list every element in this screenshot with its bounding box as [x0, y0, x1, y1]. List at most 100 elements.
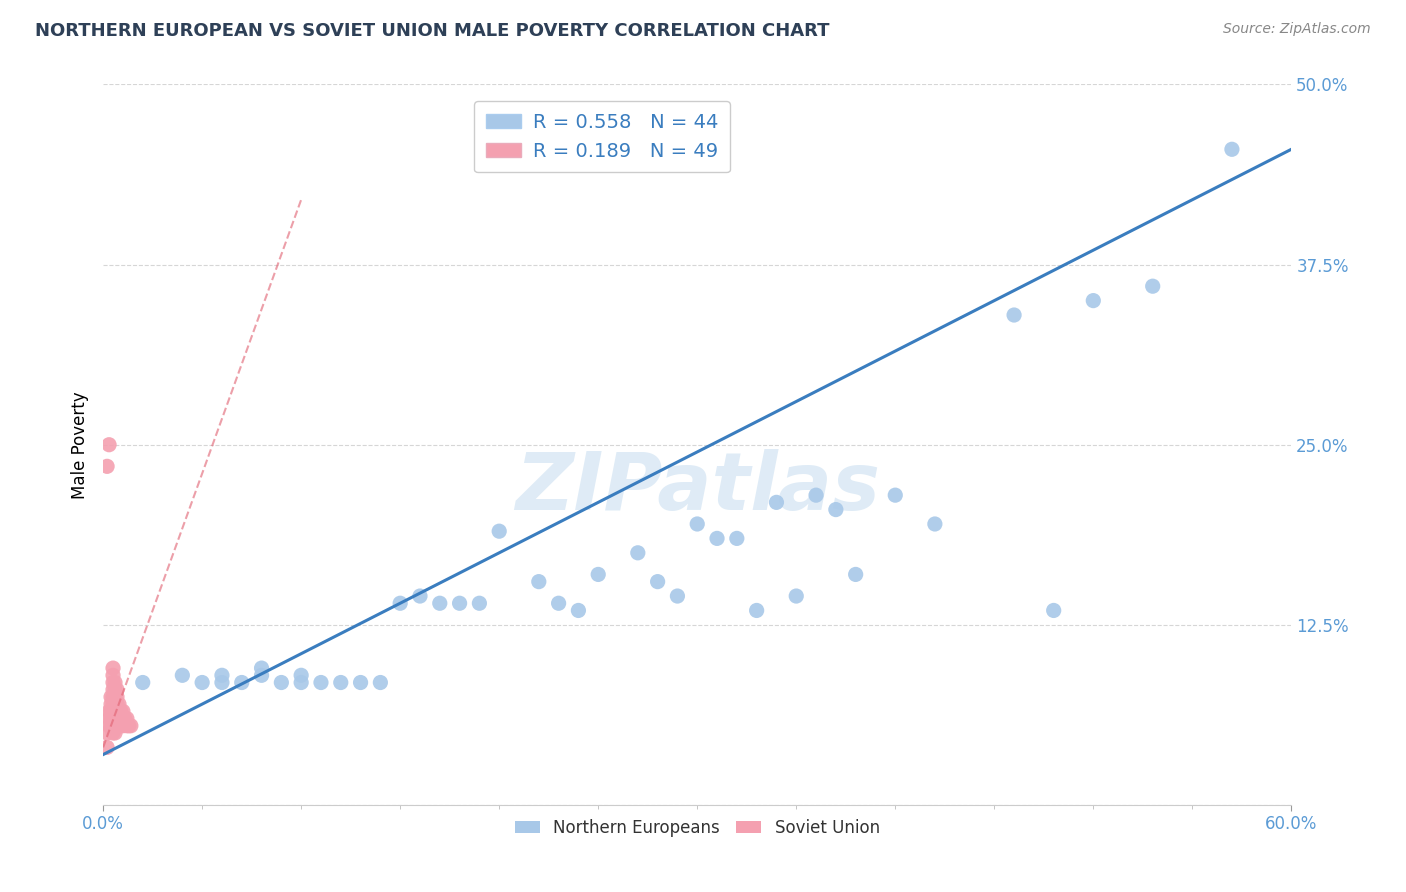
Point — [104, 726, 127, 740]
Point — [100, 712, 122, 726]
Point — [105, 712, 128, 726]
Point — [101, 690, 124, 704]
Point — [211, 675, 233, 690]
Point — [824, 502, 846, 516]
Point — [1142, 279, 1164, 293]
Legend: Northern Europeans, Soviet Union: Northern Europeans, Soviet Union — [508, 813, 887, 844]
Point — [110, 719, 132, 733]
Point — [1042, 603, 1064, 617]
Point — [120, 719, 142, 733]
Point — [104, 675, 127, 690]
Point — [804, 488, 827, 502]
Point — [108, 712, 131, 726]
Point — [349, 675, 371, 690]
Text: NORTHERN EUROPEAN VS SOVIET UNION MALE POVERTY CORRELATION CHART: NORTHERN EUROPEAN VS SOVIET UNION MALE P… — [35, 22, 830, 40]
Point — [104, 697, 127, 711]
Point — [389, 596, 412, 610]
Point — [104, 704, 127, 718]
Point — [105, 682, 128, 697]
Point — [101, 697, 124, 711]
Point — [108, 697, 131, 711]
Point — [527, 574, 550, 589]
Point — [191, 675, 214, 690]
Point — [745, 603, 768, 617]
Point — [627, 546, 650, 560]
Point — [105, 697, 128, 711]
Point — [104, 682, 127, 697]
Point — [110, 712, 132, 726]
Point — [785, 589, 807, 603]
Point — [111, 704, 134, 718]
Y-axis label: Male Poverty: Male Poverty — [72, 391, 89, 499]
Point — [725, 532, 748, 546]
Point — [104, 712, 127, 726]
Text: Source: ZipAtlas.com: Source: ZipAtlas.com — [1223, 22, 1371, 37]
Point — [1002, 308, 1025, 322]
Point — [290, 675, 312, 690]
Point — [884, 488, 907, 502]
Point — [586, 567, 609, 582]
Point — [666, 589, 689, 603]
Point — [101, 675, 124, 690]
Point — [686, 516, 709, 531]
Point — [250, 661, 273, 675]
Point — [104, 690, 127, 704]
Point — [211, 668, 233, 682]
Point — [114, 712, 136, 726]
Point — [105, 704, 128, 718]
Point — [449, 596, 471, 610]
Point — [115, 712, 138, 726]
Point — [329, 675, 352, 690]
Point — [111, 719, 134, 733]
Point — [101, 704, 124, 718]
Point — [1083, 293, 1105, 308]
Point — [108, 704, 131, 718]
Point — [101, 682, 124, 697]
Point — [101, 712, 124, 726]
Point — [309, 675, 332, 690]
Point — [845, 567, 868, 582]
Point — [118, 719, 141, 733]
Point — [100, 697, 122, 711]
Point — [104, 719, 127, 733]
Point — [110, 704, 132, 718]
Point — [100, 690, 122, 704]
Point — [101, 726, 124, 740]
Point — [105, 719, 128, 733]
Text: ZIPatlas: ZIPatlas — [515, 449, 880, 527]
Point — [250, 668, 273, 682]
Point — [100, 704, 122, 718]
Point — [172, 668, 194, 682]
Point — [132, 675, 155, 690]
Point — [100, 719, 122, 733]
Point — [1220, 142, 1243, 156]
Point — [488, 524, 510, 539]
Point — [115, 719, 138, 733]
Point — [111, 712, 134, 726]
Point — [290, 668, 312, 682]
Point — [101, 719, 124, 733]
Point — [98, 712, 121, 726]
Point — [270, 675, 292, 690]
Point — [98, 719, 121, 733]
Point — [567, 603, 589, 617]
Point — [468, 596, 491, 610]
Point — [409, 589, 432, 603]
Point — [647, 574, 669, 589]
Point — [98, 438, 121, 452]
Point — [101, 661, 124, 675]
Point — [98, 704, 121, 718]
Point — [96, 740, 118, 755]
Point — [101, 668, 124, 682]
Point — [96, 459, 118, 474]
Point — [108, 719, 131, 733]
Point — [370, 675, 392, 690]
Point — [429, 596, 451, 610]
Point — [105, 690, 128, 704]
Point — [924, 516, 946, 531]
Point — [231, 675, 253, 690]
Point — [706, 532, 728, 546]
Point — [96, 726, 118, 740]
Point — [765, 495, 787, 509]
Point — [547, 596, 569, 610]
